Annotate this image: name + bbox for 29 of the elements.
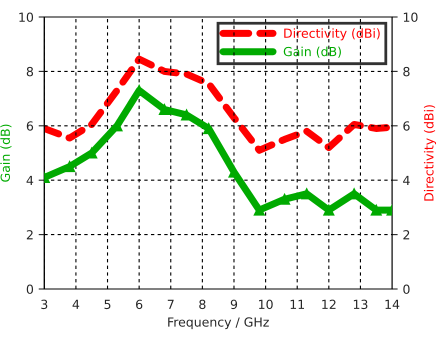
- x-tick-label: 4: [72, 300, 80, 309]
- y2-tick-label: 8: [403, 66, 410, 76]
- x-tick-label: 8: [199, 300, 206, 310]
- y2-tick-label: 10: [404, 12, 418, 22]
- x-tick-label: 14: [385, 300, 400, 309]
- x-tick-label: 9: [230, 300, 238, 310]
- x-tick-label: 10: [259, 300, 273, 310]
- x-tick-label: 3: [41, 300, 48, 310]
- x-tick-label: 7: [168, 300, 174, 309]
- y-tick-label: 2: [26, 230, 33, 240]
- x-tick-label: 5: [104, 300, 110, 310]
- y2-tick-label: 6: [403, 121, 410, 131]
- y2-axis-title: Directivity (dBi): [424, 105, 436, 201]
- y2-tick-label: 2: [403, 230, 410, 240]
- y2-tick-label: 4: [403, 176, 410, 185]
- y-tick-label: 4: [26, 176, 34, 185]
- legend-label: Gain (dB): [284, 46, 341, 58]
- y-axis-title: Gain (dB): [0, 124, 12, 182]
- x-tick-label: 6: [136, 300, 142, 310]
- y-tick-label: 8: [26, 66, 34, 76]
- x-tick-label: 12: [322, 300, 336, 309]
- x-tick-label: 11: [290, 300, 304, 309]
- x-tick-label: 13: [354, 300, 368, 310]
- y2-tick-label: 0: [403, 284, 410, 294]
- y-tick-label: 0: [26, 284, 34, 294]
- y-tick-label: 6: [26, 121, 34, 131]
- y-tick-label: 10: [19, 12, 34, 22]
- x-axis-title: Frequency / GHz: [168, 317, 269, 330]
- legend-label: Directivity (dBi): [284, 28, 380, 40]
